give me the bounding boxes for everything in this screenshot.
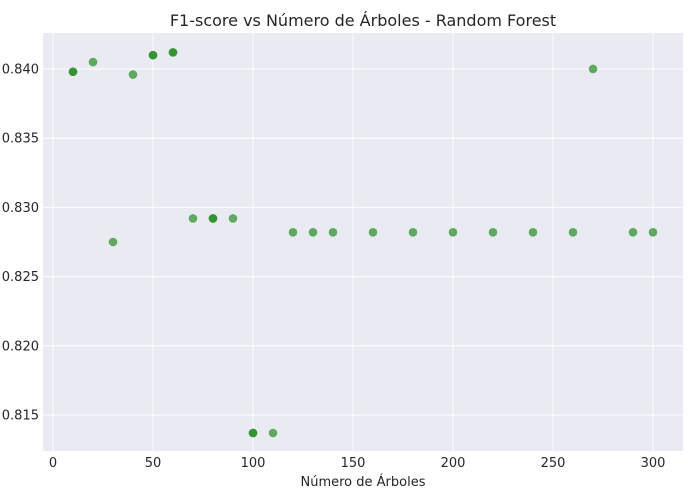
x-tick-label: 250 bbox=[541, 456, 566, 471]
data-point bbox=[288, 228, 298, 237]
data-point bbox=[128, 70, 138, 79]
data-point bbox=[448, 228, 458, 237]
chart-title: F1-score vs Número de Árboles - Random F… bbox=[170, 11, 556, 30]
y-tick-label: 0.825 bbox=[2, 270, 39, 285]
x-tick-label: 100 bbox=[241, 456, 266, 471]
grid-lines bbox=[43, 33, 683, 451]
y-tick-label: 0.830 bbox=[2, 201, 39, 216]
data-point bbox=[108, 237, 118, 247]
data-point bbox=[168, 48, 178, 57]
data-point bbox=[148, 50, 158, 60]
data-points bbox=[68, 48, 658, 438]
x-tick-label: 0 bbox=[49, 456, 57, 471]
data-point bbox=[268, 428, 278, 438]
data-point bbox=[408, 228, 418, 237]
data-point bbox=[568, 228, 578, 237]
x-axis-label: Número de Árboles bbox=[301, 474, 426, 490]
data-point bbox=[628, 228, 638, 237]
data-point bbox=[648, 228, 658, 237]
x-tick-label: 200 bbox=[441, 456, 466, 471]
data-point bbox=[228, 214, 238, 223]
y-axis-ticks: 0.815 0.820 0.825 0.830 0.835 0.840 bbox=[2, 62, 39, 423]
x-tick-label: 150 bbox=[341, 456, 366, 471]
y-tick-label: 0.815 bbox=[2, 409, 39, 424]
x-tick-label: 300 bbox=[641, 456, 666, 471]
data-point bbox=[588, 64, 598, 74]
data-point bbox=[328, 228, 338, 237]
data-point bbox=[248, 428, 258, 438]
data-point bbox=[488, 228, 498, 237]
data-point bbox=[308, 228, 318, 237]
x-axis-ticks: 0 50 100 150 200 250 300 bbox=[49, 456, 666, 471]
y-tick-label: 0.840 bbox=[2, 62, 39, 77]
data-point bbox=[528, 228, 538, 237]
plot-area bbox=[43, 33, 683, 451]
data-point bbox=[208, 214, 218, 223]
y-tick-label: 0.835 bbox=[2, 132, 39, 147]
data-point bbox=[368, 228, 378, 237]
data-point bbox=[68, 67, 78, 77]
x-tick-label: 50 bbox=[145, 456, 162, 471]
y-tick-label: 0.820 bbox=[2, 339, 39, 354]
data-point bbox=[88, 57, 98, 67]
data-point bbox=[188, 214, 198, 223]
